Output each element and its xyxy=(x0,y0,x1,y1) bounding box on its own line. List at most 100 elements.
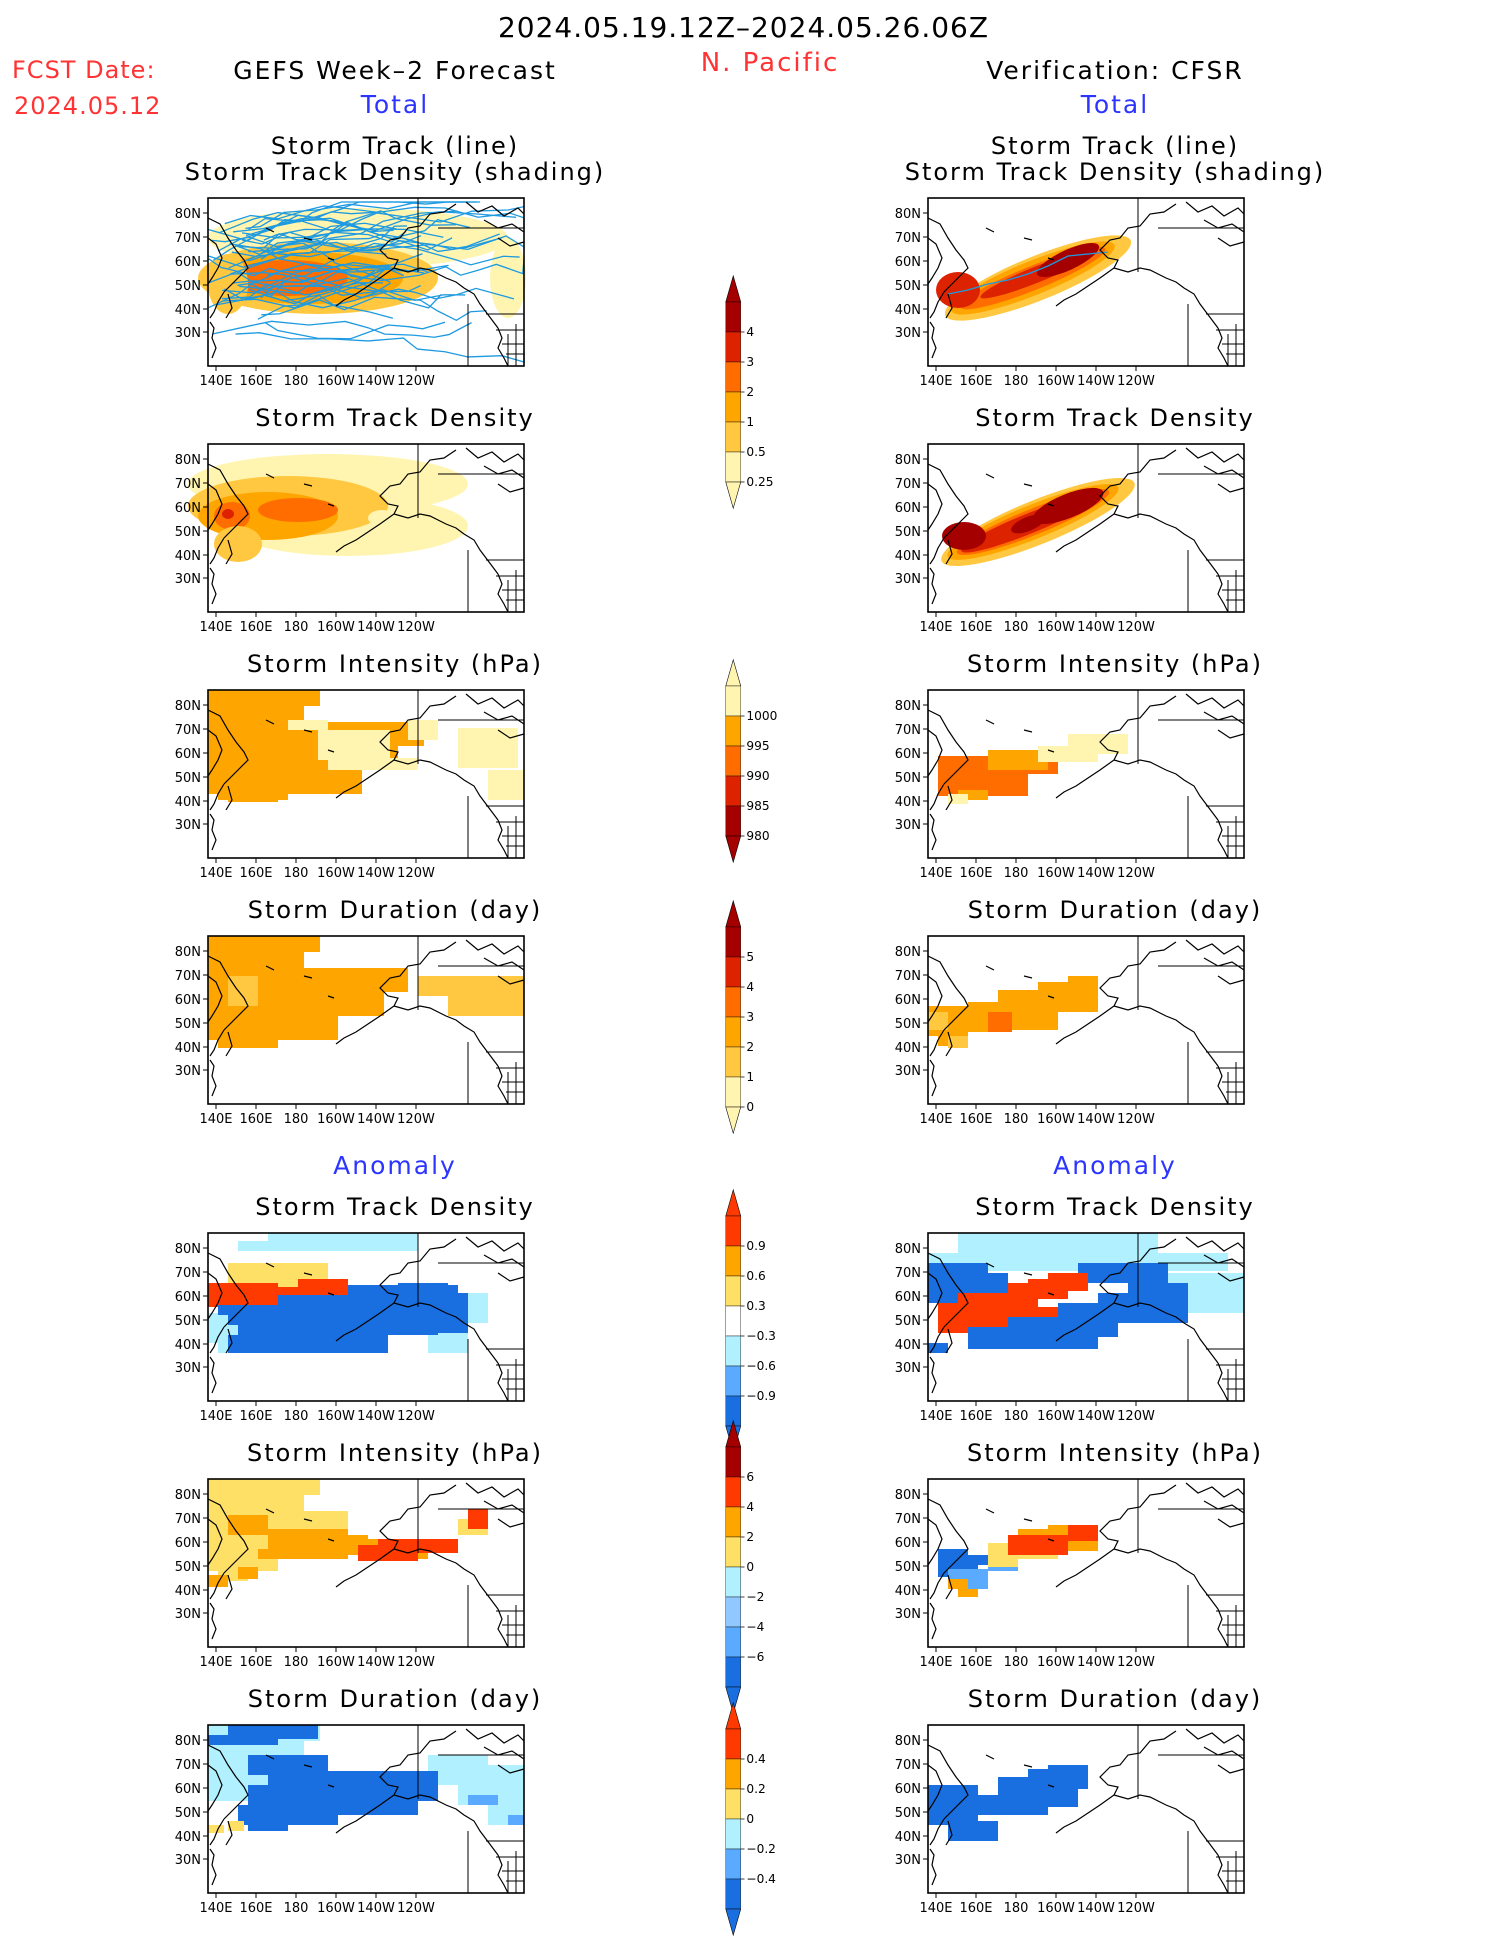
colorbar-label: 4 xyxy=(746,980,754,994)
colorbar-label: −2 xyxy=(746,1590,764,1604)
fcst-date-value: 2024.05.12 xyxy=(14,92,162,120)
lat-label: 40N xyxy=(895,795,921,810)
coastline xyxy=(927,198,1245,367)
colorbar-label: 0.5 xyxy=(746,445,765,459)
lat-label: 50N xyxy=(175,1314,201,1329)
lat-label: 30N xyxy=(175,1064,201,1079)
colorbar-label: 990 xyxy=(746,769,769,783)
colorbar-label: −0.6 xyxy=(746,1359,776,1373)
lon-label: 180 xyxy=(284,1901,309,1916)
lon-label: 120W xyxy=(397,1655,435,1670)
lon-label: 140W xyxy=(1077,1112,1115,1127)
coastline xyxy=(207,1233,525,1402)
lon-label: 180 xyxy=(1004,1655,1029,1670)
lon-label: 120W xyxy=(397,620,435,635)
lon-label: 160E xyxy=(959,620,992,635)
lat-label: 40N xyxy=(895,1584,921,1599)
lat-label: 80N xyxy=(895,699,921,714)
lon-label: 120W xyxy=(1117,620,1155,635)
lat-label: 80N xyxy=(895,1242,921,1257)
lon-label: 140W xyxy=(1077,1655,1115,1670)
lon-label: 160W xyxy=(1037,1655,1075,1670)
colorbar-segments xyxy=(725,658,742,864)
lon-label: 140E xyxy=(199,866,232,881)
colorbar-label: 0 xyxy=(746,1560,754,1574)
colorbar-label: 0.25 xyxy=(746,475,773,489)
shading-layer xyxy=(208,1725,524,1833)
lat-label: 50N xyxy=(175,279,201,294)
lat-label: 60N xyxy=(175,1536,201,1551)
left-title-duration: Storm Duration (day) xyxy=(247,896,543,924)
colorbar-label: −0.3 xyxy=(746,1329,776,1343)
lon-label: 160E xyxy=(959,866,992,881)
lat-label: 40N xyxy=(895,1041,921,1056)
map-left-track: 80N 70N 60N 50N 40N 30N 140E 160E 180 160W 140W 120… xyxy=(156,192,528,392)
lon-label: 160W xyxy=(317,1409,355,1424)
colorbar-label: 4 xyxy=(746,325,754,339)
lon-label: 180 xyxy=(284,1655,309,1670)
colorbar-label: 2 xyxy=(746,1040,754,1054)
lat-label: 50N xyxy=(895,1017,921,1032)
colorbar-label: 0 xyxy=(746,1812,754,1826)
colorbar-label: 6 xyxy=(746,1470,754,1484)
lat-label: 40N xyxy=(175,549,201,564)
lat-label: 70N xyxy=(175,1266,201,1281)
lon-label: 160E xyxy=(959,1409,992,1424)
colorbar-label: 3 xyxy=(746,355,754,369)
lon-label: 140W xyxy=(1077,374,1115,389)
colorbar-label: −4 xyxy=(746,1620,764,1634)
lon-label: 180 xyxy=(1004,1112,1029,1127)
lat-label: 50N xyxy=(175,771,201,786)
right-title-intensity: Storm Intensity (hPa) xyxy=(967,650,1263,678)
map-left-anom-intensity: 80N 70N 60N 50N 40N 30N 140E 160E 180 160W 140W 120… xyxy=(156,1473,528,1673)
colorbar-label: 2 xyxy=(746,385,754,399)
right-title-anom-duration: Storm Duration (day) xyxy=(967,1685,1263,1713)
lon-label: 180 xyxy=(1004,866,1029,881)
colorbar-label: 2 xyxy=(746,1530,754,1544)
lat-label: 60N xyxy=(175,255,201,270)
lon-label: 180 xyxy=(284,620,309,635)
region-label: N. Pacific xyxy=(700,48,840,78)
shading-layer xyxy=(188,454,468,562)
lon-label: 120W xyxy=(397,1409,435,1424)
lat-label: 80N xyxy=(175,699,201,714)
lon-label: 180 xyxy=(284,374,309,389)
colorbar-density: 4 3 2 1 0.5 0.25 xyxy=(722,265,782,519)
colorbar-label: 0.4 xyxy=(746,1752,766,1766)
lon-label: 160W xyxy=(317,1901,355,1916)
lat-label: 80N xyxy=(175,1488,201,1503)
lon-label: 140W xyxy=(1077,1901,1115,1916)
fcst-date-label: FCST Date: xyxy=(12,56,156,84)
left-title-track-shading: Storm Track Density (shading) xyxy=(184,158,606,186)
lat-label: 60N xyxy=(895,501,921,516)
coastline xyxy=(927,1233,1245,1402)
right-title-track-line: Storm Track (line) xyxy=(990,132,1240,160)
colorbar-label: 1 xyxy=(746,415,754,429)
right-title-duration: Storm Duration (day) xyxy=(967,896,1263,924)
colorbar-segments xyxy=(725,274,742,510)
lon-label: 180 xyxy=(284,1409,309,1424)
colorbar-segments xyxy=(725,1701,742,1937)
lon-label: 160E xyxy=(959,374,992,389)
lon-label: 160W xyxy=(1037,620,1075,635)
right-title-anom-density: Storm Track Density xyxy=(975,1193,1255,1221)
colorbar-label: 995 xyxy=(746,739,769,753)
lat-label: 30N xyxy=(175,1853,201,1868)
lon-label: 160W xyxy=(317,620,355,635)
map-left-intensity: 80N 70N 60N 50N 40N 30N 140E 160E 180 160W 140W 120… xyxy=(156,684,528,884)
colorbar-label: 0 xyxy=(746,1100,754,1114)
lat-label: 70N xyxy=(895,231,921,246)
lat-label: 60N xyxy=(895,993,921,1008)
lon-label: 140W xyxy=(357,374,395,389)
lat-label: 70N xyxy=(175,723,201,738)
colorbar-label: 1000 xyxy=(746,709,777,723)
right-title-density: Storm Track Density xyxy=(975,404,1255,432)
colorbar-label: −0.2 xyxy=(746,1842,776,1856)
lat-label: 70N xyxy=(895,1266,921,1281)
left-anomaly-label: Anomaly xyxy=(333,1151,457,1180)
right-title-anom-intensity: Storm Intensity (hPa) xyxy=(967,1439,1263,1467)
left-title-anom-duration: Storm Duration (day) xyxy=(247,1685,543,1713)
lon-label: 160E xyxy=(239,1409,272,1424)
lon-label: 180 xyxy=(284,1112,309,1127)
lon-label: 120W xyxy=(397,1112,435,1127)
